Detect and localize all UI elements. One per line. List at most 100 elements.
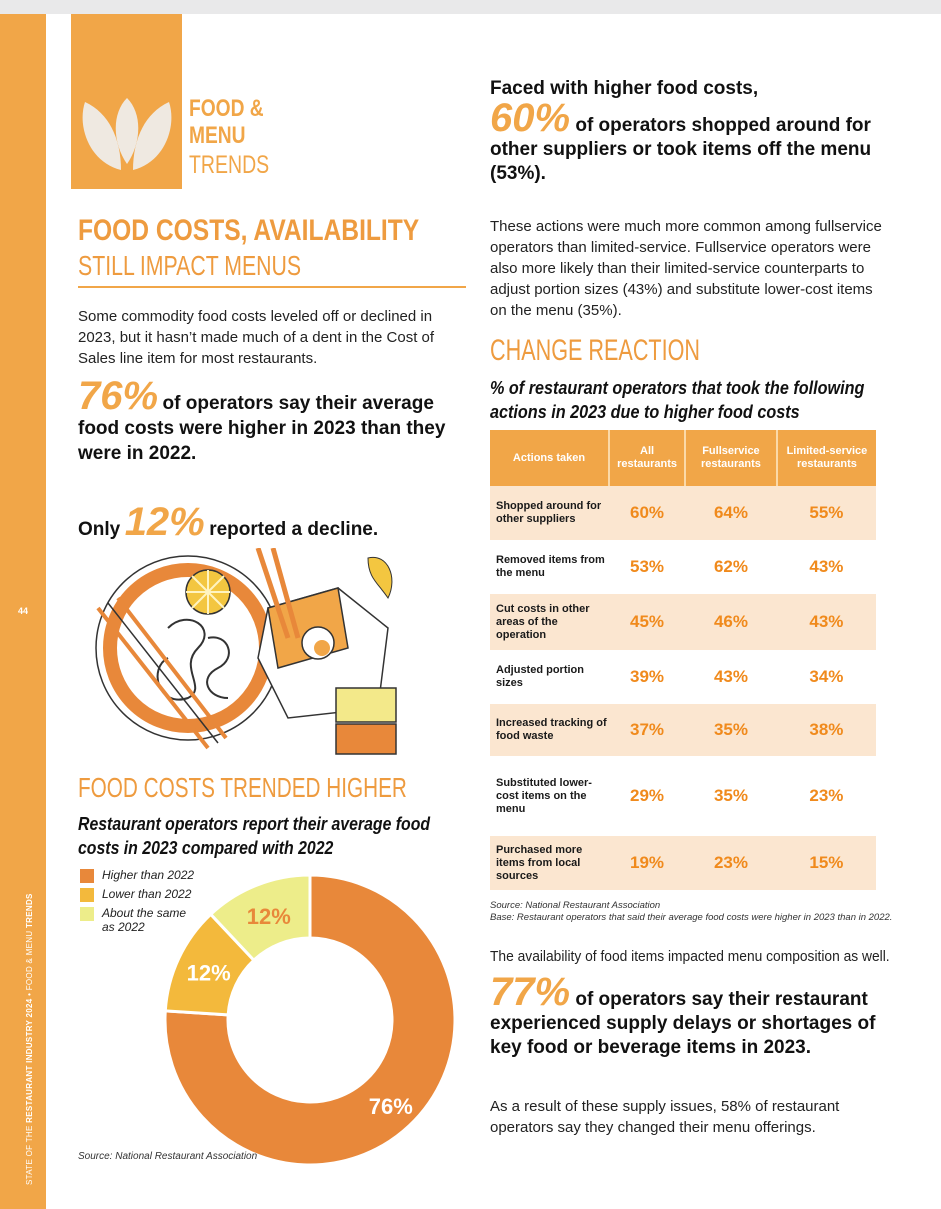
logo-line-1: FOOD &: [189, 95, 264, 122]
table-row: Cut costs in other areas of the operatio…: [490, 594, 876, 650]
intro-paragraph: Some commodity food costs leveled off or…: [78, 308, 435, 367]
legend-swatch-higher: [80, 869, 94, 883]
row-fullservice: 35%: [685, 704, 777, 756]
legend-item-same: About the same as 2022: [80, 906, 190, 934]
table-row: Substituted lower-cost items on the menu…: [490, 756, 876, 836]
logo-line-2: MENU: [189, 122, 246, 149]
availability-text: The availability of food items impacted …: [490, 948, 890, 965]
stat-77-text: of operators say their restaurant experi…: [490, 989, 876, 1058]
chart-source: Source: National Restaurant Association: [78, 1151, 258, 1162]
table-row: Purchased more items from local sources 1…: [490, 836, 876, 890]
row-all: 39%: [609, 650, 686, 704]
row-all: 37%: [609, 704, 686, 756]
row-limited: 43%: [776, 540, 876, 594]
table-header-row: Actions taken All restaurants Fullservic…: [490, 430, 876, 486]
slice-same: [208, 873, 312, 963]
row-limited: 43%: [776, 594, 876, 650]
row-action: Purchased more items from local sources: [490, 836, 609, 890]
result-paragraph: As a result of these supply issues, 58% …: [490, 1098, 840, 1136]
logo-title: FOOD & MENU: [189, 95, 264, 149]
row-action: Cut costs in other areas of the operatio…: [490, 594, 609, 650]
row-action: Substituted lower-cost items on the menu: [490, 756, 609, 836]
stat-60-text: of operators shopped around for other su…: [490, 115, 872, 184]
row-fullservice: 23%: [685, 836, 777, 890]
page-number: 44: [18, 606, 29, 616]
row-action: Adjusted portion sizes: [490, 650, 609, 704]
stat-12-pct: 12%: [124, 500, 205, 544]
legend-item-higher: Higher than 2022: [80, 868, 194, 883]
stat-12-text: reported a decline.: [209, 519, 379, 540]
legend-label-lower: Lower than 2022: [102, 887, 192, 901]
slice-label-lower: 12%: [187, 960, 231, 985]
section-title: FOOD COSTS, AVAILABILITY: [78, 214, 420, 247]
table-row: Shopped around for other suppliers 60% 64%…: [490, 486, 876, 540]
section-divider: [78, 286, 466, 288]
change-reaction-subtitle: % of restaurant operators that took the …: [490, 378, 865, 422]
legend-label-same: About the same as 2022: [102, 906, 187, 934]
row-fullservice: 46%: [685, 594, 777, 650]
chart-title: FOOD COSTS TRENDED HIGHER: [78, 772, 407, 803]
leaf-sprout-icon: [82, 98, 172, 170]
footer-suffix: • FOOD & MENU: [25, 928, 34, 999]
change-reaction-title: CHANGE REACTION: [490, 334, 701, 367]
table-source-line: Source: National Restaurant Association: [490, 900, 661, 911]
row-limited: 55%: [776, 486, 876, 540]
row-all: 53%: [609, 540, 686, 594]
row-fullservice: 35%: [685, 756, 777, 836]
legend-item-lower: Lower than 2022: [80, 887, 191, 902]
row-all: 60%: [609, 486, 686, 540]
legend-label-higher: Higher than 2022: [102, 868, 195, 882]
stat-77: 77% of operators say their restaurant ex…: [490, 972, 910, 1060]
header-limited: Limited-service restaurants: [776, 430, 876, 486]
row-limited: 23%: [776, 756, 876, 836]
footer-bold: RESTAURANT INDUSTRY 2024: [25, 998, 34, 1123]
row-limited: 38%: [776, 704, 876, 756]
row-all: 29%: [609, 756, 686, 836]
stat-77-pct: 77%: [490, 970, 571, 1014]
header-actions: Actions taken: [490, 430, 610, 486]
running-footer: STATE OF THE RESTAURANT INDUSTRY 2024 • …: [25, 893, 34, 1185]
footer-end: TRENDS: [25, 893, 34, 929]
top-margin: [0, 0, 941, 14]
legend-swatch-same: [80, 907, 94, 921]
row-limited: 15%: [776, 836, 876, 890]
stat-76: 76% of operators say their average food …: [78, 376, 478, 467]
row-fullservice: 64%: [685, 486, 777, 540]
faced-heading: Faced with higher food costs,: [490, 78, 759, 99]
table-row: Adjusted portion sizes 39% 43% 34%: [490, 650, 876, 704]
header-fullservice: Fullservice restaurants: [685, 430, 778, 486]
actions-table: Actions taken All restaurants Fullservic…: [490, 430, 876, 890]
slice-label-higher: 76%: [369, 1094, 413, 1119]
footer-prefix: STATE OF THE: [25, 1122, 34, 1185]
row-all: 19%: [609, 836, 686, 890]
stat-60: 60% of operators shopped around for othe…: [490, 98, 910, 186]
table-row: Increased tracking of food waste 37% 35% 38…: [490, 704, 876, 756]
stat-76-pct: 76%: [78, 374, 159, 418]
row-action: Shopped around for other suppliers: [490, 486, 609, 540]
row-all: 45%: [609, 594, 686, 650]
logo-box: [71, 14, 182, 189]
donut-chart: 76% 12% 12%: [163, 873, 457, 1167]
stat-12: Only 12% reported a decline.: [78, 500, 378, 545]
stat-12-prefix: Only: [78, 519, 121, 540]
row-limited: 34%: [776, 650, 876, 704]
stat-76-text: of operators say their average food cost…: [78, 393, 446, 464]
row-action: Removed items from the menu: [490, 540, 609, 594]
row-fullservice: 62%: [685, 540, 777, 594]
logo-subtitle: TRENDS: [189, 151, 270, 179]
fullservice-paragraph: These actions were much more common amon…: [490, 218, 882, 319]
table-base-line: Base: Restaurant operators that said the…: [490, 912, 893, 923]
side-strip: [0, 14, 46, 1209]
row-action: Increased tracking of food waste: [490, 704, 609, 756]
stat-60-pct: 60%: [490, 96, 571, 140]
header-all: All restaurants: [609, 430, 687, 486]
table-source: Source: National Restaurant Association …: [490, 900, 892, 924]
slice-label-same: 12%: [247, 904, 291, 929]
table-row: Removed items from the menu 53% 62% 43%: [490, 540, 876, 594]
legend-swatch-lower: [80, 888, 94, 902]
food-takeout-illustration: [95, 548, 397, 755]
row-fullservice: 43%: [685, 650, 777, 704]
chart-subtitle: Restaurant operators report their averag…: [78, 814, 431, 858]
section-subtitle: STILL IMPACT MENUS: [78, 250, 302, 281]
slice-higher: [163, 873, 457, 1167]
